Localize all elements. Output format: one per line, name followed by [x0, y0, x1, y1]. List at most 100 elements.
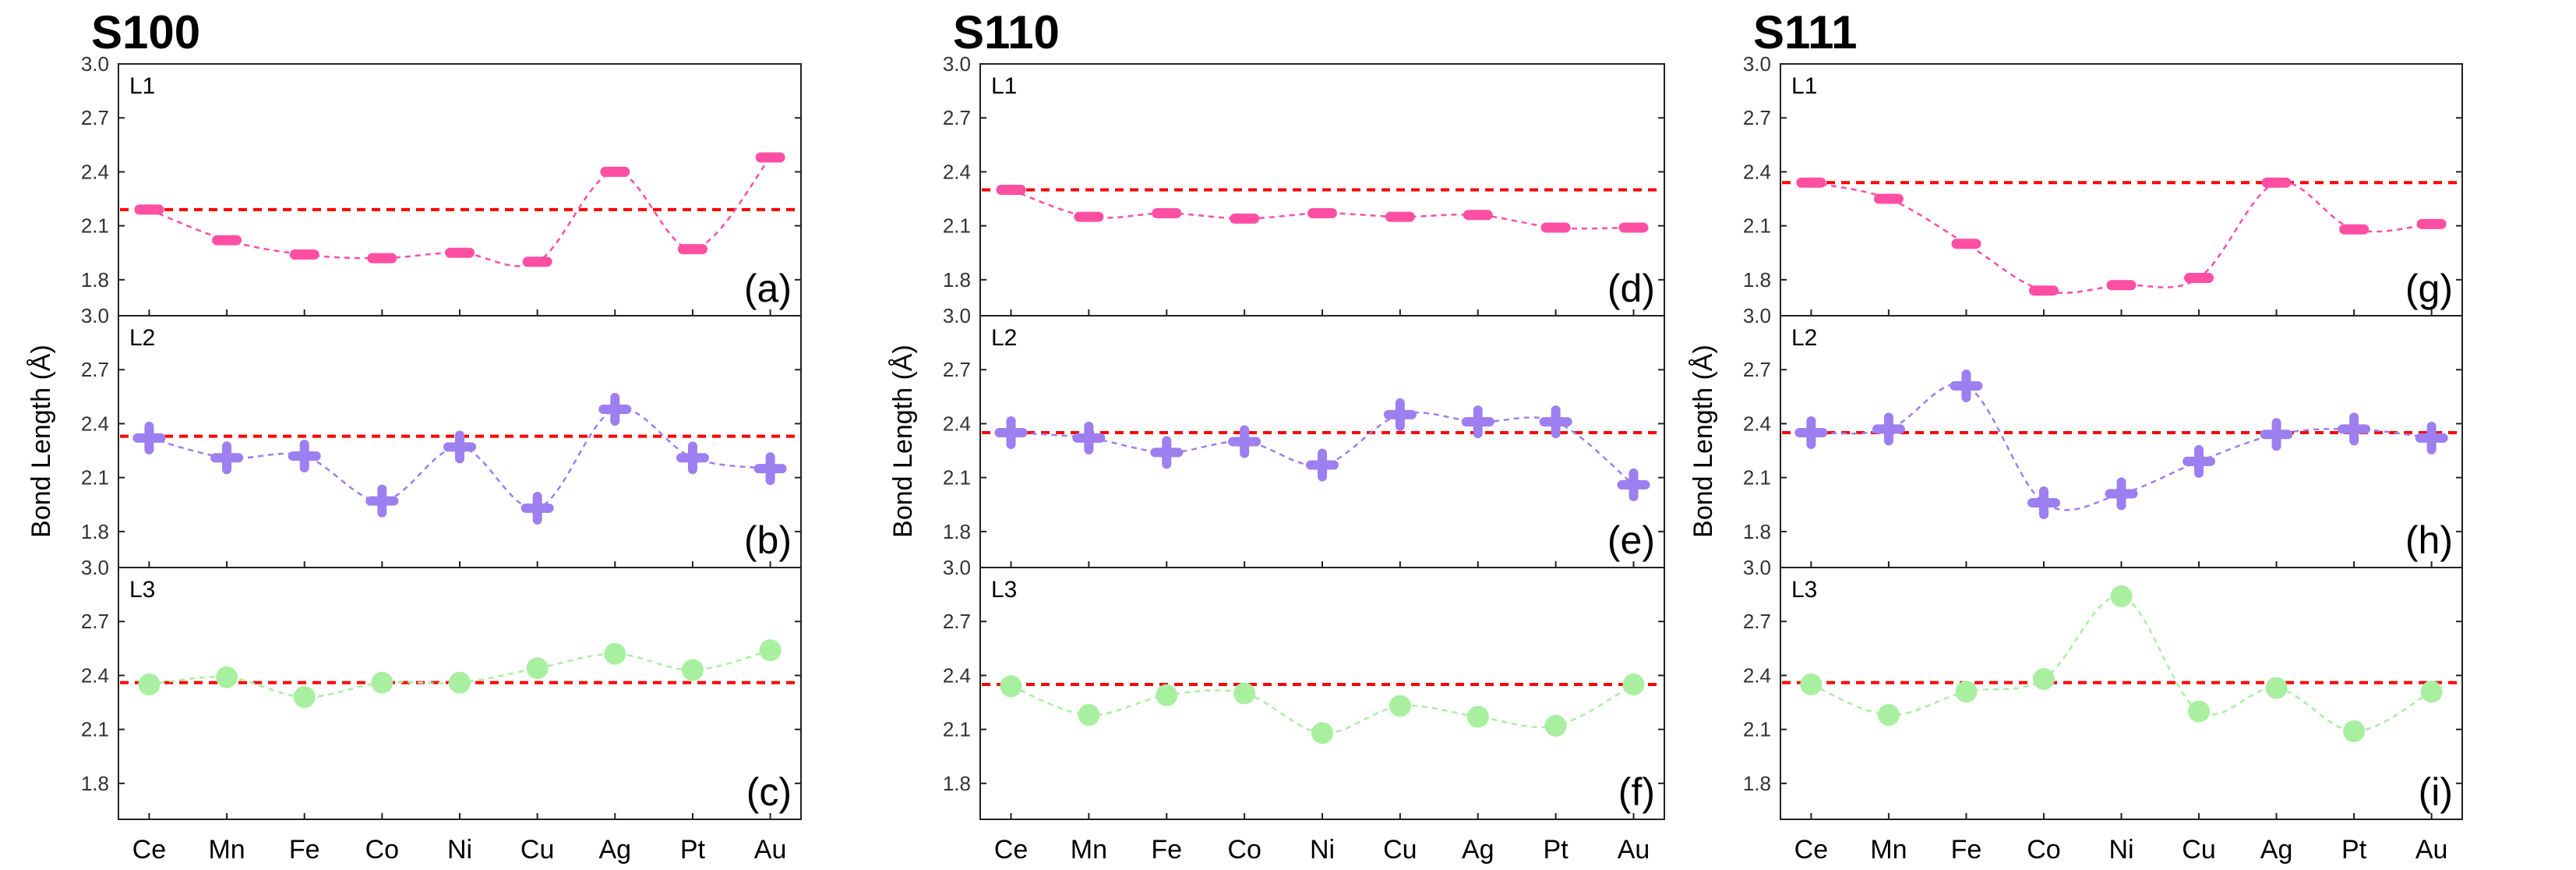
x-tick-label: Pt [680, 835, 706, 865]
x-tick-label: Fe [1951, 835, 1982, 865]
y-tick-label: 2.4 [1743, 160, 1771, 183]
x-tick-label: Mn [1071, 835, 1107, 865]
x-tick-label: Au [754, 835, 787, 865]
column-s100: S100 Bond Length (Å) 1.82.12.42.73.0L1(a) 1… [26, 6, 802, 865]
data-point-cu [2184, 273, 2214, 284]
panel-letter: (f) [1618, 770, 1655, 814]
data-point-mn [1877, 704, 1900, 727]
y-axis-label: Bond Length (Å) [26, 345, 56, 538]
panel-letter: (h) [2405, 518, 2453, 562]
data-point-pt [677, 244, 708, 255]
x-tick-label: Au [2415, 835, 2448, 865]
y-tick-label: 2.4 [943, 663, 971, 687]
y-tick-label: 2.4 [943, 412, 971, 435]
y-tick-label: 1.8 [81, 772, 109, 795]
y-tick-label: 1.8 [1743, 772, 1771, 795]
panel-letter: (b) [744, 518, 792, 562]
panel-d: 1.8 2.1 2.4 2.7 3.0 L1 (d) [943, 52, 1665, 317]
series-line-l1 [1811, 180, 2432, 294]
data-point-ce [1794, 416, 1828, 449]
data-point-ni [1306, 448, 1339, 482]
x-tick-label: Ag [598, 835, 631, 865]
data-point-mn [212, 235, 242, 246]
data-point-cu [1383, 398, 1417, 431]
y-tick-label: 2.7 [943, 106, 971, 129]
x-tick-label: Cu [2182, 835, 2215, 865]
panel-letter: (g) [2405, 267, 2453, 310]
data-point-au [2416, 218, 2447, 229]
data-point-ce [138, 673, 161, 695]
data-point-ce [134, 204, 164, 215]
x-tick-label: Co [2027, 835, 2060, 865]
series-line-l3 [1011, 683, 1635, 734]
data-point-co [1228, 425, 1262, 458]
data-point-co [365, 484, 399, 518]
data-point-au [759, 639, 782, 662]
data-point-mn [1072, 421, 1106, 454]
series-line-l1 [148, 157, 771, 267]
data-point-co [2032, 668, 2055, 691]
y-tick-label: 1.8 [943, 268, 971, 292]
data-point-ag [2261, 177, 2292, 188]
y-tick-label: 2.7 [81, 358, 109, 381]
data-point-ni [443, 430, 476, 464]
data-point-fe [1150, 436, 1184, 469]
y-tick-label: 2.7 [943, 610, 971, 633]
data-point-fe [1955, 681, 1978, 703]
x-tick-label: Ce [994, 835, 1028, 865]
data-point-cu [1385, 211, 1415, 222]
y-tick-label: 2.4 [1743, 412, 1771, 435]
y-axis-label: Bond Length (Å) [888, 345, 918, 538]
data-point-pt [681, 659, 704, 681]
layer-label: L3 [129, 577, 155, 603]
panel-f: 1.8 2.1 2.4 2.7 3.0 L3 (f) [943, 556, 1665, 820]
data-point-pt [1539, 405, 1572, 439]
y-tick-label: 2.1 [1743, 466, 1771, 490]
panel-h: 1.8 2.1 2.4 2.7 3.0 L2 (h) [1743, 304, 2463, 568]
y-tick-label: 2.1 [1743, 718, 1771, 741]
panel-letter: (d) [1607, 267, 1655, 310]
y-tick-label: 3.0 [81, 556, 109, 579]
y-tick-label: 2.1 [81, 214, 109, 238]
y-tick-label: 2.7 [1743, 106, 1771, 129]
data-point-ce [132, 421, 166, 454]
data-point-cu [2183, 444, 2216, 478]
panel-frame [1780, 63, 2463, 317]
y-tick-label: 3.0 [1743, 52, 1771, 76]
y-tick-label: 2.1 [1743, 214, 1771, 238]
y-tick-label: 3.0 [943, 304, 971, 327]
y-tick-label: 1.8 [943, 520, 971, 543]
y-tick-label: 1.8 [1743, 268, 1771, 292]
data-point-ni [2106, 280, 2137, 291]
data-point-mn [1872, 412, 1905, 446]
data-point-ce [1800, 673, 1823, 695]
data-point-ni [2105, 477, 2138, 511]
data-point-mn [1074, 211, 1104, 222]
y-axis-label: Bond Length (Å) [1689, 345, 1718, 538]
data-point-au [1622, 673, 1645, 695]
data-point-cu [2188, 700, 2211, 723]
series-line-l3 [1810, 595, 2433, 733]
panel-c: 1.8 2.1 2.4 2.7 3.0 L3 (c) [81, 556, 802, 820]
data-point-ag [598, 392, 632, 426]
panel-a: 1.8 2.1 2.4 2.7 3.0 L1 (a) [81, 52, 802, 317]
y-tick-label: 2.4 [81, 412, 109, 435]
data-point-co [2028, 285, 2059, 296]
data-point-au [1618, 222, 1649, 233]
data-point-mn [1873, 193, 1904, 204]
y-tick-label: 2.4 [943, 160, 971, 183]
x-tick-label: Ni [447, 835, 472, 865]
data-point-ce [1796, 177, 1826, 188]
data-point-ag [1461, 405, 1494, 439]
panel-b: 1.8 2.1 2.4 2.7 3.0 L2 (b) [81, 304, 802, 568]
panel-g: 1.8 2.1 2.4 2.7 3.0 L1 (g) [1743, 52, 2463, 317]
data-point-fe [293, 686, 316, 709]
x-tick-label: Mn [1870, 835, 1907, 865]
layer-label: L2 [1791, 325, 1817, 351]
data-point-ni [2110, 585, 2133, 607]
y-tick-label: 2.7 [1743, 358, 1771, 381]
data-point-ag [600, 166, 630, 177]
data-point-pt [2339, 224, 2370, 235]
panel-title: S100 [91, 6, 200, 58]
